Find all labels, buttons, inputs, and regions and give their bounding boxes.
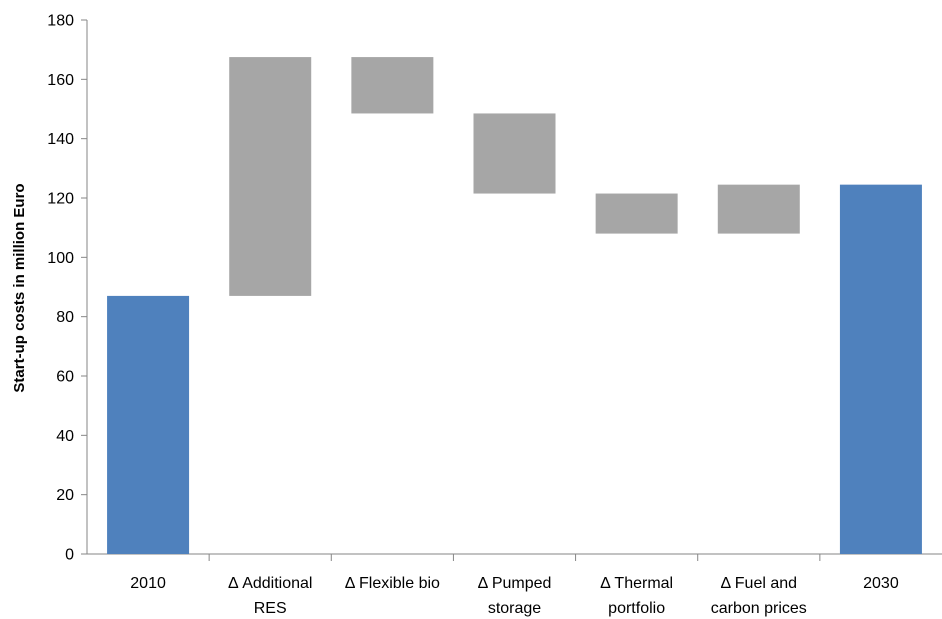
x-tick-label: Δ Fuel and carbon prices — [711, 575, 807, 617]
delta-bar — [351, 57, 434, 114]
x-tick-label-line: RES — [254, 600, 287, 617]
total-bar — [839, 184, 922, 554]
total-bar — [107, 295, 190, 554]
y-tick-label: 0 — [65, 547, 74, 564]
x-tick-label: Δ Thermal portfolio — [600, 575, 673, 617]
delta-bar — [473, 113, 556, 194]
x-tick-label-line: Δ Flexible bio — [345, 575, 440, 592]
x-tick-label-line: portfolio — [608, 600, 665, 617]
plot-area: 0 20 40 60 80 100 120 140 160 180 2010 Δ Additional… — [47, 13, 942, 617]
x-tick-label: Δ Pumped storage — [478, 575, 552, 617]
y-tick-label: 100 — [47, 250, 74, 267]
x-tick-label-line: 2010 — [130, 575, 166, 592]
x-tick-label: 2010 — [130, 575, 166, 592]
y-tick-label: 60 — [56, 369, 74, 386]
delta-bar — [717, 184, 800, 234]
y-tick-label: 20 — [56, 487, 74, 504]
x-tick-label-line: storage — [488, 600, 541, 617]
x-tick-label-line: 2030 — [863, 575, 899, 592]
x-tick-label-line: Δ Pumped — [478, 575, 552, 592]
y-tick-label: 180 — [47, 13, 74, 30]
y-tick-label: 120 — [47, 191, 74, 208]
x-tick-label: Δ Additional RES — [228, 575, 313, 617]
x-tick-label-line: Δ Additional — [228, 575, 313, 592]
delta-bar — [595, 193, 678, 234]
x-tick-label: Δ Flexible bio — [345, 575, 440, 592]
x-tick-label-line: Δ Thermal — [600, 575, 673, 592]
y-tick-label: 80 — [56, 309, 74, 326]
x-tick-label-line: Δ Fuel and — [721, 575, 798, 592]
x-tick-label-line: carbon prices — [711, 600, 807, 617]
y-tick-label: 140 — [47, 131, 74, 148]
x-tick-label: 2030 — [863, 575, 899, 592]
y-tick-label: 40 — [56, 428, 74, 445]
y-tick-label: 160 — [47, 72, 74, 89]
y-axis-label: Start-up costs in million Euro — [11, 183, 28, 392]
delta-bar — [229, 57, 312, 296]
